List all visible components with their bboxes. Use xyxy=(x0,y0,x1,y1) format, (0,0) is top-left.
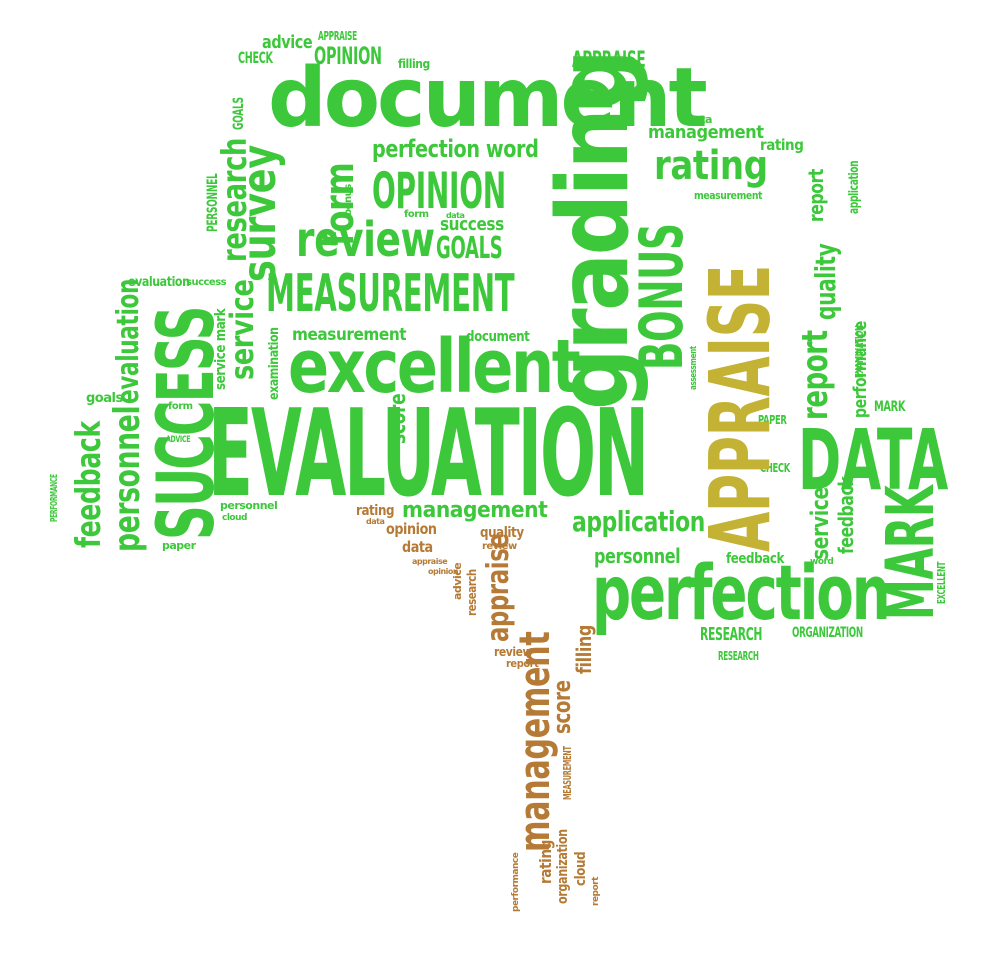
word-form-big: form xyxy=(317,162,363,246)
word-check: CHECK xyxy=(238,48,273,67)
word-perfection-word: perfection word xyxy=(372,135,539,163)
word-trunk-rating-small: rating xyxy=(356,503,395,519)
word-bonus-small: bonus xyxy=(343,184,354,216)
word-mark-caps: MARK xyxy=(874,399,906,415)
word-quality: quality xyxy=(809,243,842,320)
word-evaluation-small: evaluation xyxy=(111,278,146,404)
word-trunk-report2: report xyxy=(506,657,539,670)
word-excellent-caps: EXCELLENT xyxy=(935,561,948,604)
word-opinion-small-caps: OPINION xyxy=(314,42,382,70)
word-data-small: data xyxy=(686,113,712,126)
word-evaluation: EVALUATION xyxy=(208,385,649,524)
word-trunk-review2: review xyxy=(494,645,532,659)
word-examination: EXAMINATION xyxy=(853,325,866,378)
word-measurement-caps: MEASUREMENT xyxy=(266,264,515,324)
word-trunk-performance: performance xyxy=(511,852,521,912)
word-service: service xyxy=(223,279,261,380)
word-measurement-small: measurement xyxy=(694,189,763,202)
word-goals-caps: GOALS xyxy=(436,231,503,266)
word-evaluation-left: evaluation xyxy=(128,275,190,290)
word-feedback-right-vertical: feedback xyxy=(834,476,858,554)
word-advice-caps: ADVICE xyxy=(166,435,191,445)
word-trunk-rating: rating xyxy=(536,840,555,884)
word-management: management xyxy=(402,498,548,523)
word-form-small: form xyxy=(404,209,429,220)
word-document-small: document xyxy=(466,329,530,345)
word-application: application xyxy=(572,505,705,538)
word-score: score xyxy=(386,393,411,444)
word-rating-small: rating xyxy=(760,136,804,154)
word-trunk-research: research xyxy=(465,569,479,616)
word-paper-caps: PAPER xyxy=(758,413,787,427)
word-measurement-mid: measurement xyxy=(292,325,407,345)
word-advice: advice xyxy=(262,32,313,53)
word-trunk-filling: filling xyxy=(572,625,596,674)
word-trunk-quality: quality xyxy=(480,525,524,541)
word-trunk-report: report xyxy=(591,877,601,906)
word-perfection: perfection xyxy=(592,548,891,637)
word-check-caps: CHECK xyxy=(760,461,790,475)
word-service-right: service xyxy=(806,487,834,560)
word-filling: filling xyxy=(398,57,430,71)
word-opinion-caps: OPINION xyxy=(372,162,506,220)
word-trunk-data-small: data xyxy=(366,517,385,526)
word-data-big: DATA xyxy=(798,411,949,509)
word-performance-caps: PERFORMANCE xyxy=(49,474,60,522)
word-trunk-appraise-small: appraise xyxy=(412,557,448,566)
word-appraise-top: APPRAISE xyxy=(572,48,646,73)
word-success-small: success xyxy=(440,214,504,235)
word-goals-tiny: GOALS xyxy=(231,97,247,130)
word-bonus: BONUS xyxy=(627,223,697,370)
word-personnel-left: personnel xyxy=(220,499,278,512)
word-research-caps-small: RESEARCH xyxy=(718,649,759,663)
word-research-caps: RESEARCH xyxy=(700,624,763,645)
word-trunk-opinion-small: opinion xyxy=(428,567,459,576)
word-appraise-tiny: APPRAISE xyxy=(318,29,357,43)
word-rating: rating xyxy=(654,143,768,189)
word-organization-caps: ORGANIZATION xyxy=(792,625,863,641)
word-personnel: personnel xyxy=(107,405,148,552)
word-trunk-advice: advice xyxy=(451,562,464,600)
word-application-small: application xyxy=(847,160,862,214)
word-feedback-right: feedback xyxy=(726,551,784,567)
word-success-left: success xyxy=(186,277,227,288)
word-trunk-measurement: MEASUREMENT xyxy=(561,746,574,800)
word-management-top: management xyxy=(648,122,764,143)
word-trunk-score: score xyxy=(548,680,576,734)
word-word: word xyxy=(810,557,834,567)
word-personnel-small-caps: PERSONNEL xyxy=(205,173,221,232)
word-feedback: feedback xyxy=(69,421,109,548)
word-form-left: form xyxy=(168,401,193,412)
word-appraise-big: APPRAISE xyxy=(691,264,789,552)
word-examination-small: examination xyxy=(267,327,282,400)
word-personnel-right: personnel xyxy=(594,544,681,568)
word-paper-left: paper xyxy=(162,539,196,552)
word-document: document xyxy=(268,51,708,146)
word-trunk-data: data xyxy=(402,538,433,556)
word-report: report xyxy=(795,330,836,420)
word-review: review xyxy=(296,212,435,268)
word-trunk-cloud: cloud xyxy=(573,851,589,886)
word-excellent: excellent xyxy=(288,324,581,410)
word-trunk-organization: organization xyxy=(555,829,571,904)
word-goals-left: goals xyxy=(86,391,123,406)
word-service-mark: service mark xyxy=(213,308,229,390)
word-trunk-review: review xyxy=(482,541,517,552)
word-research: research xyxy=(215,137,255,262)
word-trunk-opinion: opinion xyxy=(386,520,437,538)
word-data-tiny: data xyxy=(446,211,465,220)
word-report-small: report xyxy=(804,169,828,222)
word-cloud-left: cloud xyxy=(222,513,247,523)
